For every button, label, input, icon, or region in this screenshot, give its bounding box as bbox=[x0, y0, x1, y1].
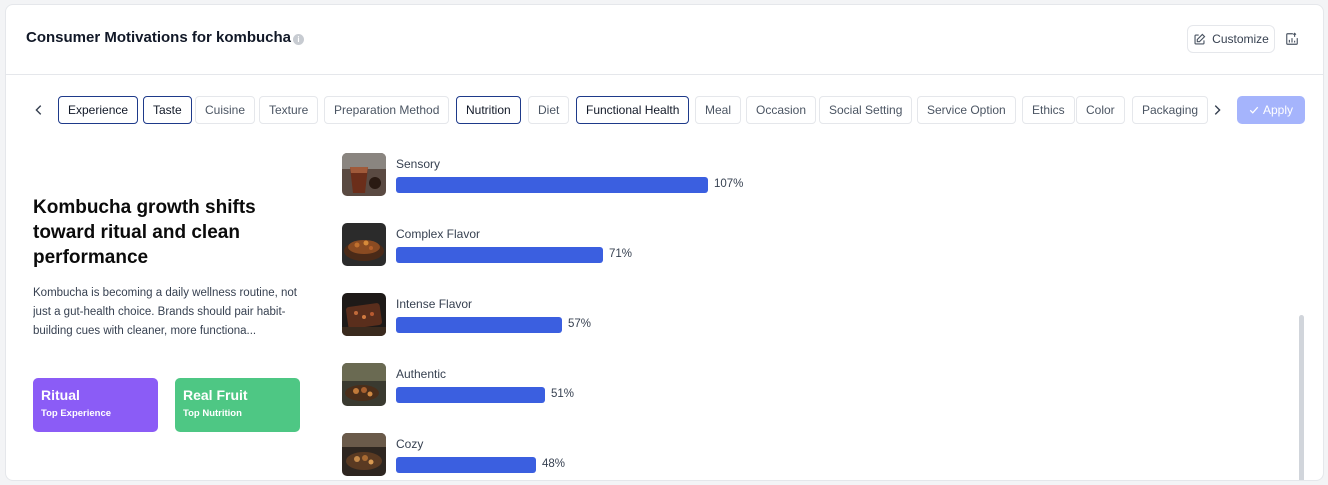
customize-label: Customize bbox=[1212, 32, 1269, 46]
tab-diet[interactable]: Diet bbox=[528, 96, 570, 124]
motivation-thumbnail bbox=[342, 153, 386, 196]
motivation-label: Cozy bbox=[396, 437, 424, 451]
stat-title: Real Fruit bbox=[183, 387, 248, 403]
card-header: Consumer Motivations for kombucha i Cust… bbox=[6, 5, 1323, 75]
motivation-row-authentic: Authentic 51% bbox=[342, 363, 802, 407]
motivation-label: Authentic bbox=[396, 367, 447, 381]
motivation-thumbnail bbox=[342, 433, 386, 476]
motivation-bar[interactable] bbox=[396, 247, 603, 263]
stat-subtitle: Top Nutrition bbox=[183, 408, 242, 419]
motivation-bar[interactable] bbox=[396, 387, 545, 403]
motivation-thumbnail bbox=[342, 293, 386, 336]
motivation-bar[interactable] bbox=[396, 457, 536, 473]
check-icon bbox=[1249, 106, 1259, 114]
motivation-value: 48% bbox=[542, 458, 566, 470]
info-icon[interactable]: i bbox=[293, 34, 304, 45]
motivation-label: Sensory bbox=[396, 157, 441, 171]
tab-packaging[interactable]: Packaging bbox=[1132, 96, 1209, 124]
tab-service-option[interactable]: Service Option bbox=[917, 96, 1016, 124]
chevron-left-icon[interactable] bbox=[32, 103, 46, 117]
chevron-right-icon[interactable] bbox=[1210, 103, 1224, 117]
motivation-bar[interactable] bbox=[396, 177, 708, 193]
stat-card-experience: Ritual Top Experience bbox=[33, 378, 158, 432]
export-chart-icon[interactable] bbox=[1285, 32, 1299, 46]
insight-description: Kombucha is becoming a daily wellness ro… bbox=[33, 287, 298, 337]
motivation-value: 57% bbox=[568, 318, 592, 330]
scrollbar[interactable] bbox=[1299, 315, 1304, 480]
motivation-thumbnail bbox=[342, 223, 386, 266]
tab-ethics[interactable]: Ethics bbox=[1022, 96, 1075, 124]
tab-meal[interactable]: Meal bbox=[695, 96, 742, 124]
tab-color[interactable]: Color bbox=[1076, 96, 1125, 124]
stat-subtitle: Top Experience bbox=[41, 408, 112, 419]
filter-tabs: Experience Taste Cuisine Texture Preparation… bbox=[6, 96, 1323, 124]
motivation-row-intense-flavor: Intense Flavor 57% bbox=[342, 293, 802, 337]
tab-social-setting[interactable]: Social Setting bbox=[819, 96, 913, 124]
motivation-row-sensory: Sensory 107% bbox=[342, 153, 802, 197]
customize-button[interactable]: Customize bbox=[1187, 25, 1275, 53]
apply-label: Apply bbox=[1262, 103, 1294, 117]
tab-preparation-method[interactable]: Preparation Method bbox=[324, 96, 450, 124]
page-title: Consumer Motivations for kombucha bbox=[26, 29, 292, 46]
motivation-label: Complex Flavor bbox=[396, 227, 481, 241]
motivation-value: 107% bbox=[714, 178, 744, 190]
motivation-row-complex-flavor: Complex Flavor 71% bbox=[342, 223, 802, 267]
motivation-bar[interactable] bbox=[396, 317, 562, 333]
tab-taste[interactable]: Taste bbox=[143, 96, 192, 124]
motivation-thumbnail bbox=[342, 363, 386, 406]
motivation-value: 51% bbox=[551, 388, 575, 400]
motivations-card: Consumer Motivations for kombucha i Cust… bbox=[5, 4, 1324, 481]
motivation-row-cozy: Cozy 48% bbox=[342, 433, 802, 477]
tab-occasion[interactable]: Occasion bbox=[746, 96, 817, 124]
tab-texture[interactable]: Texture bbox=[259, 96, 319, 124]
apply-button[interactable]: Apply bbox=[1237, 96, 1305, 124]
edit-icon bbox=[1194, 33, 1206, 45]
tab-nutrition[interactable]: Nutrition bbox=[456, 96, 521, 124]
tab-functional-health[interactable]: Functional Health bbox=[576, 96, 690, 124]
tab-experience[interactable]: Experience bbox=[58, 96, 139, 124]
tab-cuisine[interactable]: Cuisine bbox=[195, 96, 256, 124]
motivation-label: Intense Flavor bbox=[396, 297, 473, 311]
stat-title: Ritual bbox=[41, 387, 80, 403]
motivation-value: 71% bbox=[609, 248, 633, 260]
insight-headline: Kombucha growth shifts toward ritual and… bbox=[33, 197, 256, 268]
stat-card-nutrition: Real Fruit Top Nutrition bbox=[175, 378, 300, 432]
